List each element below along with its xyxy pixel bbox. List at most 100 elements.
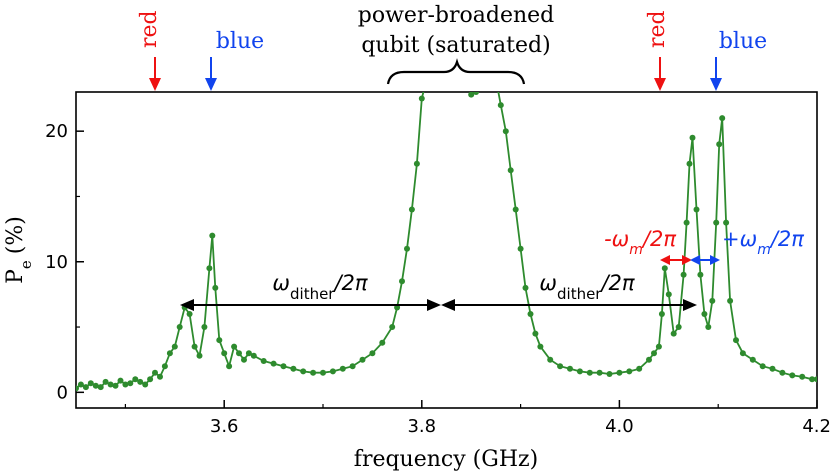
- data-point: [359, 356, 366, 363]
- data-point: [448, 76, 454, 82]
- data-point: [661, 265, 668, 272]
- data-point: [339, 365, 346, 372]
- data-point: [280, 363, 287, 370]
- data-point: [473, 92, 480, 95]
- data-point: [719, 115, 726, 122]
- data-point: [191, 343, 198, 350]
- data-point: [458, 76, 464, 82]
- minus-wm-label: -ωm/2π: [604, 227, 676, 258]
- data-point: [389, 324, 396, 330]
- data-point: [142, 381, 149, 388]
- x-axis-label: frequency (GHz): [354, 447, 538, 472]
- top-right-blue-label: blue: [719, 29, 767, 54]
- data-point: [439, 76, 445, 82]
- data-point: [547, 356, 554, 363]
- data-point: [606, 371, 613, 377]
- data-point: [497, 102, 504, 109]
- data-point: [769, 365, 776, 372]
- data-point: [171, 343, 178, 350]
- data-point: [670, 330, 677, 337]
- x-tick-label: 3.6: [210, 416, 239, 437]
- data-point: [117, 377, 124, 384]
- data-point: [809, 376, 816, 383]
- data-point: [434, 76, 440, 82]
- data-point: [270, 360, 277, 367]
- data-point: [665, 291, 672, 298]
- data-point: [201, 324, 208, 330]
- data-point: [176, 324, 183, 330]
- data-point: [236, 350, 242, 357]
- top-left-red-label: red: [137, 10, 162, 48]
- dither-arrow-right: [441, 299, 697, 311]
- data-point: [532, 330, 539, 337]
- data-point: [512, 206, 519, 213]
- data-point: [132, 376, 139, 383]
- data-point: [413, 160, 420, 167]
- qubit-label-line1: power-broadened: [358, 3, 554, 28]
- data-point: [329, 368, 336, 375]
- data-point: [349, 363, 356, 370]
- data-point: [693, 206, 700, 213]
- y-tick-label: 0: [57, 382, 68, 403]
- data-point: [567, 365, 573, 372]
- top-left-red-arrow: [149, 57, 161, 91]
- data-point: [749, 356, 756, 363]
- data-point: [522, 284, 529, 291]
- data-point: [92, 382, 99, 389]
- data-point: [418, 95, 425, 102]
- dither-label-left: ωdither/2π: [272, 271, 368, 303]
- data-point: [709, 297, 716, 304]
- data-point: [739, 350, 746, 357]
- data-point: [166, 350, 173, 357]
- data-point: [483, 76, 489, 82]
- dither-arrow-left: [180, 299, 441, 311]
- data-point: [517, 245, 524, 252]
- data-point: [76, 385, 79, 392]
- data-point: [759, 363, 766, 370]
- data-point: [537, 343, 544, 350]
- data-point: [723, 219, 730, 226]
- data-point: [701, 311, 708, 317]
- data-point: [127, 380, 134, 387]
- data-point: [137, 378, 144, 385]
- data-point: [727, 297, 734, 304]
- x-axis: 3.6 3.8 4.0 4.2: [124, 400, 830, 437]
- data-point: [82, 384, 89, 391]
- y-axis-label: Pe(%): [3, 216, 35, 284]
- data-point: [147, 376, 154, 383]
- y-tick-label: 10: [45, 252, 68, 273]
- data-point: [493, 76, 499, 82]
- data-point: [799, 373, 806, 380]
- data-point: [655, 343, 662, 350]
- data-point: [379, 339, 386, 346]
- plus-wm-arrow: [690, 255, 720, 265]
- data-point: [404, 245, 410, 252]
- data-point: [626, 368, 633, 375]
- x-tick-label: 3.8: [407, 416, 436, 437]
- data-point: [686, 160, 693, 167]
- data-point: [290, 365, 297, 372]
- data-point: [468, 92, 475, 98]
- data-point: [507, 167, 514, 174]
- data-point: [453, 76, 459, 82]
- data-point: [87, 380, 94, 387]
- top-left-blue-arrow: [205, 57, 217, 91]
- data-point: [369, 350, 376, 357]
- data-point: [320, 369, 326, 376]
- data-point: [689, 134, 696, 141]
- data-point: [683, 219, 690, 226]
- data-point: [429, 76, 435, 82]
- data-point: [789, 372, 796, 379]
- data-point: [310, 369, 317, 376]
- data-point: [646, 356, 652, 363]
- data-point: [209, 232, 216, 239]
- data-point: [97, 384, 104, 391]
- data-point: [463, 76, 469, 82]
- data-point: [713, 219, 720, 226]
- top-right-red-arrow: [654, 57, 666, 91]
- data-point: [77, 381, 84, 388]
- data-point: [300, 368, 307, 375]
- x-tick-label: 4.0: [605, 416, 634, 437]
- data-point: [408, 206, 415, 213]
- data-point: [675, 324, 682, 330]
